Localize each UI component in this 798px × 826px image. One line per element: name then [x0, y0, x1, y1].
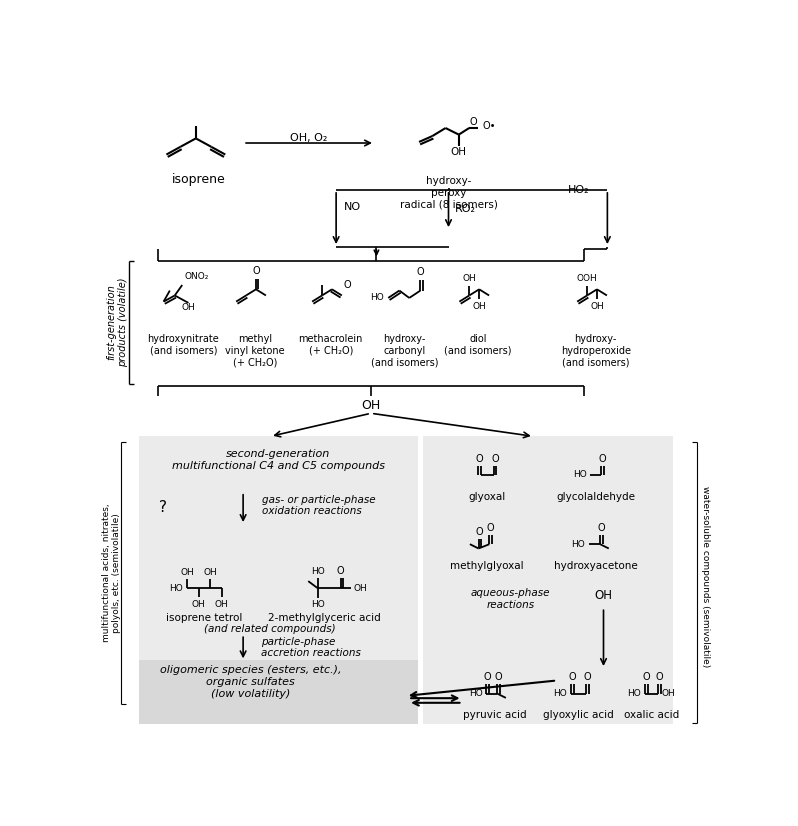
- Text: O•: O•: [483, 121, 496, 131]
- Text: HO: HO: [627, 689, 641, 698]
- Text: OOH: OOH: [577, 273, 598, 282]
- Text: multifunctional acids, nitrates,
polyols, etc. (semivolatile): multifunctional acids, nitrates, polyols…: [101, 503, 121, 642]
- Text: oligomeric species (esters, etc.),
organic sulfates
(low volatility): oligomeric species (esters, etc.), organ…: [160, 666, 342, 699]
- Text: (and related compounds): (and related compounds): [204, 624, 336, 634]
- Text: O: O: [598, 523, 605, 533]
- Text: O: O: [598, 454, 606, 464]
- Text: HO₂: HO₂: [568, 185, 590, 195]
- Text: ?: ?: [160, 500, 168, 515]
- FancyBboxPatch shape: [139, 660, 417, 724]
- Text: HO: HO: [554, 689, 567, 698]
- Text: methacrolein
(+ CH₂O): methacrolein (+ CH₂O): [298, 334, 363, 355]
- Text: OH: OH: [354, 584, 368, 592]
- Text: particle-phase
accretion reactions: particle-phase accretion reactions: [261, 637, 361, 658]
- Text: isoprene tetrol: isoprene tetrol: [166, 614, 243, 624]
- Text: OH: OH: [662, 689, 676, 698]
- Text: aqueous-phase
reactions: aqueous-phase reactions: [471, 588, 551, 610]
- Text: RO₂: RO₂: [455, 204, 476, 214]
- Text: pyruvic acid: pyruvic acid: [463, 710, 527, 720]
- Text: O: O: [252, 266, 260, 276]
- Text: hydroxy-
hydroperoxide
(and isomers): hydroxy- hydroperoxide (and isomers): [561, 334, 630, 368]
- Text: glyoxylic acid: glyoxylic acid: [543, 710, 614, 720]
- Text: OH: OH: [361, 400, 381, 412]
- Text: hydroxynitrate
(and isomers): hydroxynitrate (and isomers): [148, 334, 219, 355]
- Text: O: O: [583, 672, 591, 682]
- Text: HO: HO: [310, 601, 325, 610]
- Text: hydroxyacetone: hydroxyacetone: [554, 561, 638, 571]
- Text: HO: HO: [169, 584, 183, 592]
- Text: O: O: [487, 523, 495, 533]
- Text: O: O: [343, 280, 351, 290]
- Text: O: O: [642, 672, 650, 682]
- Text: OH: OH: [181, 303, 196, 312]
- Text: ONO₂: ONO₂: [184, 272, 209, 281]
- Text: first-generation
products (volatile): first-generation products (volatile): [106, 278, 128, 368]
- Text: OH: OH: [215, 600, 229, 609]
- Text: second-generation
multifunctional C4 and C5 compounds: second-generation multifunctional C4 and…: [172, 449, 385, 471]
- Text: HO: HO: [468, 689, 483, 698]
- Text: OH: OH: [203, 567, 217, 577]
- Text: OH: OH: [462, 273, 476, 282]
- Text: water-soluble compounds (semivolatile): water-soluble compounds (semivolatile): [701, 486, 710, 667]
- Text: hydroxy-
peroxy
radical (8 isomers): hydroxy- peroxy radical (8 isomers): [400, 176, 497, 209]
- Text: O: O: [476, 527, 484, 537]
- Text: O: O: [476, 454, 484, 464]
- Text: OH, O₂: OH, O₂: [290, 133, 328, 143]
- Text: gas- or particle-phase
oxidation reactions: gas- or particle-phase oxidation reactio…: [263, 495, 376, 516]
- Text: glyoxal: glyoxal: [468, 491, 506, 502]
- FancyBboxPatch shape: [423, 436, 674, 724]
- Text: O: O: [655, 672, 663, 682]
- Text: O: O: [337, 566, 345, 576]
- FancyBboxPatch shape: [139, 436, 417, 724]
- Text: OH: OH: [451, 148, 467, 158]
- Text: O: O: [484, 672, 492, 682]
- Text: HO: HO: [310, 567, 325, 576]
- Text: diol
(and isomers): diol (and isomers): [444, 334, 512, 355]
- Text: NO: NO: [344, 202, 361, 212]
- Text: HO: HO: [573, 470, 587, 479]
- Text: methylglyoxal: methylglyoxal: [450, 561, 524, 571]
- Text: HO: HO: [571, 539, 586, 548]
- Text: HO: HO: [370, 293, 385, 302]
- Text: methyl
vinyl ketone
(+ CH₂O): methyl vinyl ketone (+ CH₂O): [225, 334, 285, 368]
- Text: O: O: [470, 116, 477, 127]
- Text: OH: OH: [590, 302, 604, 311]
- Text: OH: OH: [180, 567, 194, 577]
- Text: OH: OH: [192, 600, 205, 609]
- Text: OH: OH: [595, 589, 613, 602]
- Text: O: O: [417, 267, 425, 277]
- Text: 2-methylglyceric acid: 2-methylglyceric acid: [268, 614, 381, 624]
- Text: glycolaldehyde: glycolaldehyde: [556, 491, 635, 502]
- Text: OH: OH: [472, 302, 486, 311]
- Text: O: O: [491, 454, 499, 464]
- Text: hydroxy-
carbonyl
(and isomers): hydroxy- carbonyl (and isomers): [370, 334, 438, 368]
- Text: oxalic acid: oxalic acid: [624, 710, 679, 720]
- Text: O: O: [495, 672, 502, 682]
- Text: O: O: [568, 672, 576, 682]
- Text: isoprene: isoprene: [172, 173, 226, 187]
